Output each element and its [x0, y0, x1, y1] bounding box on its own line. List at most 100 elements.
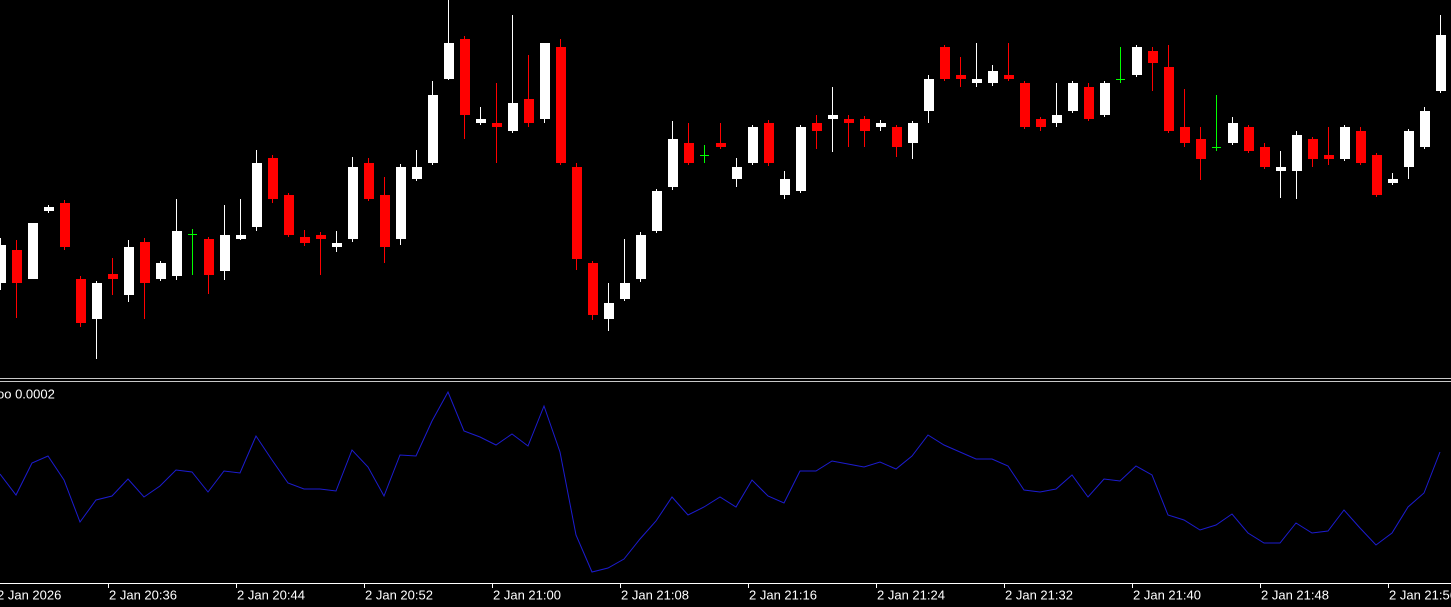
candle-body: [844, 119, 854, 123]
candle-body: [444, 43, 454, 79]
candle-body: [92, 283, 102, 319]
candle-body: [204, 239, 214, 275]
candle-body: [876, 123, 886, 127]
candle-body: [780, 179, 790, 195]
candle-body: [380, 195, 390, 247]
candle-body: [284, 195, 294, 235]
candle-body: [1260, 147, 1270, 167]
candle-body: [908, 123, 918, 143]
indicator-line: [0, 390, 1441, 573]
x-tick-label: 2 Jan 20:36: [109, 587, 177, 602]
candle-body: [684, 143, 694, 163]
candle-body: [764, 123, 774, 163]
candle-body: [1100, 83, 1110, 115]
candle-body: [460, 39, 470, 115]
candle-body: [540, 43, 550, 119]
candle-body: [1148, 51, 1158, 63]
candle-body: [1036, 119, 1046, 127]
candle-body: [428, 95, 438, 163]
candle-body: [620, 283, 630, 299]
candle-body: [364, 163, 374, 199]
candle-body: [1276, 167, 1286, 171]
candle-body: [268, 158, 278, 199]
candle-body: [604, 303, 614, 319]
candle-body: [860, 119, 870, 131]
candle-body: [892, 127, 902, 147]
candle-body: [396, 167, 406, 239]
x-tick-label: 2 Jan 2026: [0, 587, 61, 602]
candle-body: [348, 167, 358, 239]
candle-body: [124, 247, 134, 295]
x-tick-label: 2 Jan 21:56: [1389, 587, 1451, 602]
candle-body: [796, 127, 806, 191]
candle-body: [0, 245, 6, 283]
candle-body: [1436, 35, 1446, 91]
candle-body: [588, 263, 598, 315]
x-tick-label: 2 Jan 21:00: [493, 587, 561, 602]
candle-body: [988, 71, 998, 83]
candle-body: [1340, 127, 1350, 159]
candle-body: [300, 237, 310, 243]
candle-body: [636, 235, 646, 279]
candle-body: [828, 115, 838, 119]
candle-body: [940, 47, 950, 79]
candle-body: [252, 163, 262, 227]
candle-body: [1164, 67, 1174, 131]
candle-body: [1324, 155, 1334, 159]
candle-body: [476, 119, 486, 123]
candle-body: [524, 99, 534, 123]
x-tick-label: 2 Jan 21:40: [1133, 587, 1201, 602]
candle-body: [236, 235, 246, 239]
x-tick-label: 2 Jan 21:48: [1261, 587, 1329, 602]
candle-body: [1228, 123, 1238, 143]
candle-body: [1404, 131, 1414, 167]
candle-body: [140, 242, 150, 283]
candle-body: [668, 139, 678, 187]
candle-body: [492, 123, 502, 127]
candle-body: [1052, 115, 1062, 123]
x-tick-label: 2 Jan 20:52: [365, 587, 433, 602]
candle-body: [316, 235, 326, 239]
candle-body: [572, 167, 582, 259]
candle-body: [716, 143, 726, 147]
x-tick-label: 2 Jan 21:32: [1005, 587, 1073, 602]
candle-body: [1292, 135, 1302, 171]
x-tick-label: 2 Jan 21:24: [877, 587, 945, 602]
candle-body: [1084, 87, 1094, 119]
x-tick-label: 2 Jan 21:16: [749, 587, 817, 602]
candle-body: [172, 231, 182, 276]
candle-body: [652, 191, 662, 231]
x-tick-label: 2 Jan 20:44: [237, 587, 305, 602]
candle-body: [44, 207, 54, 211]
candle-body: [1180, 127, 1190, 143]
candle-body: [508, 103, 518, 131]
candle-body: [60, 203, 70, 247]
candle-body: [732, 167, 742, 179]
candle-body: [1372, 155, 1382, 195]
candle-body: [220, 235, 230, 271]
candle-body: [1004, 75, 1014, 79]
candle-body: [76, 279, 86, 323]
candle-body: [332, 243, 342, 247]
candle-body: [1388, 179, 1398, 183]
candle-body: [1356, 131, 1366, 163]
candle-body: [1308, 139, 1318, 159]
candle-body: [1196, 139, 1206, 159]
indicator-label: oo 0.0002: [0, 386, 55, 401]
candle-body: [1132, 47, 1142, 75]
candle-body: [812, 123, 822, 131]
candle-body: [156, 263, 166, 279]
candle-body: [28, 223, 38, 279]
candle-body: [1020, 83, 1030, 127]
candle-body: [1420, 111, 1430, 147]
candle-body: [924, 79, 934, 111]
candle-body: [1068, 83, 1078, 111]
candle-body: [748, 127, 758, 163]
candle-body: [956, 75, 966, 79]
candle-body: [412, 167, 422, 179]
candle-body: [12, 250, 22, 283]
candle-body: [1244, 127, 1254, 151]
candle-body: [972, 79, 982, 83]
